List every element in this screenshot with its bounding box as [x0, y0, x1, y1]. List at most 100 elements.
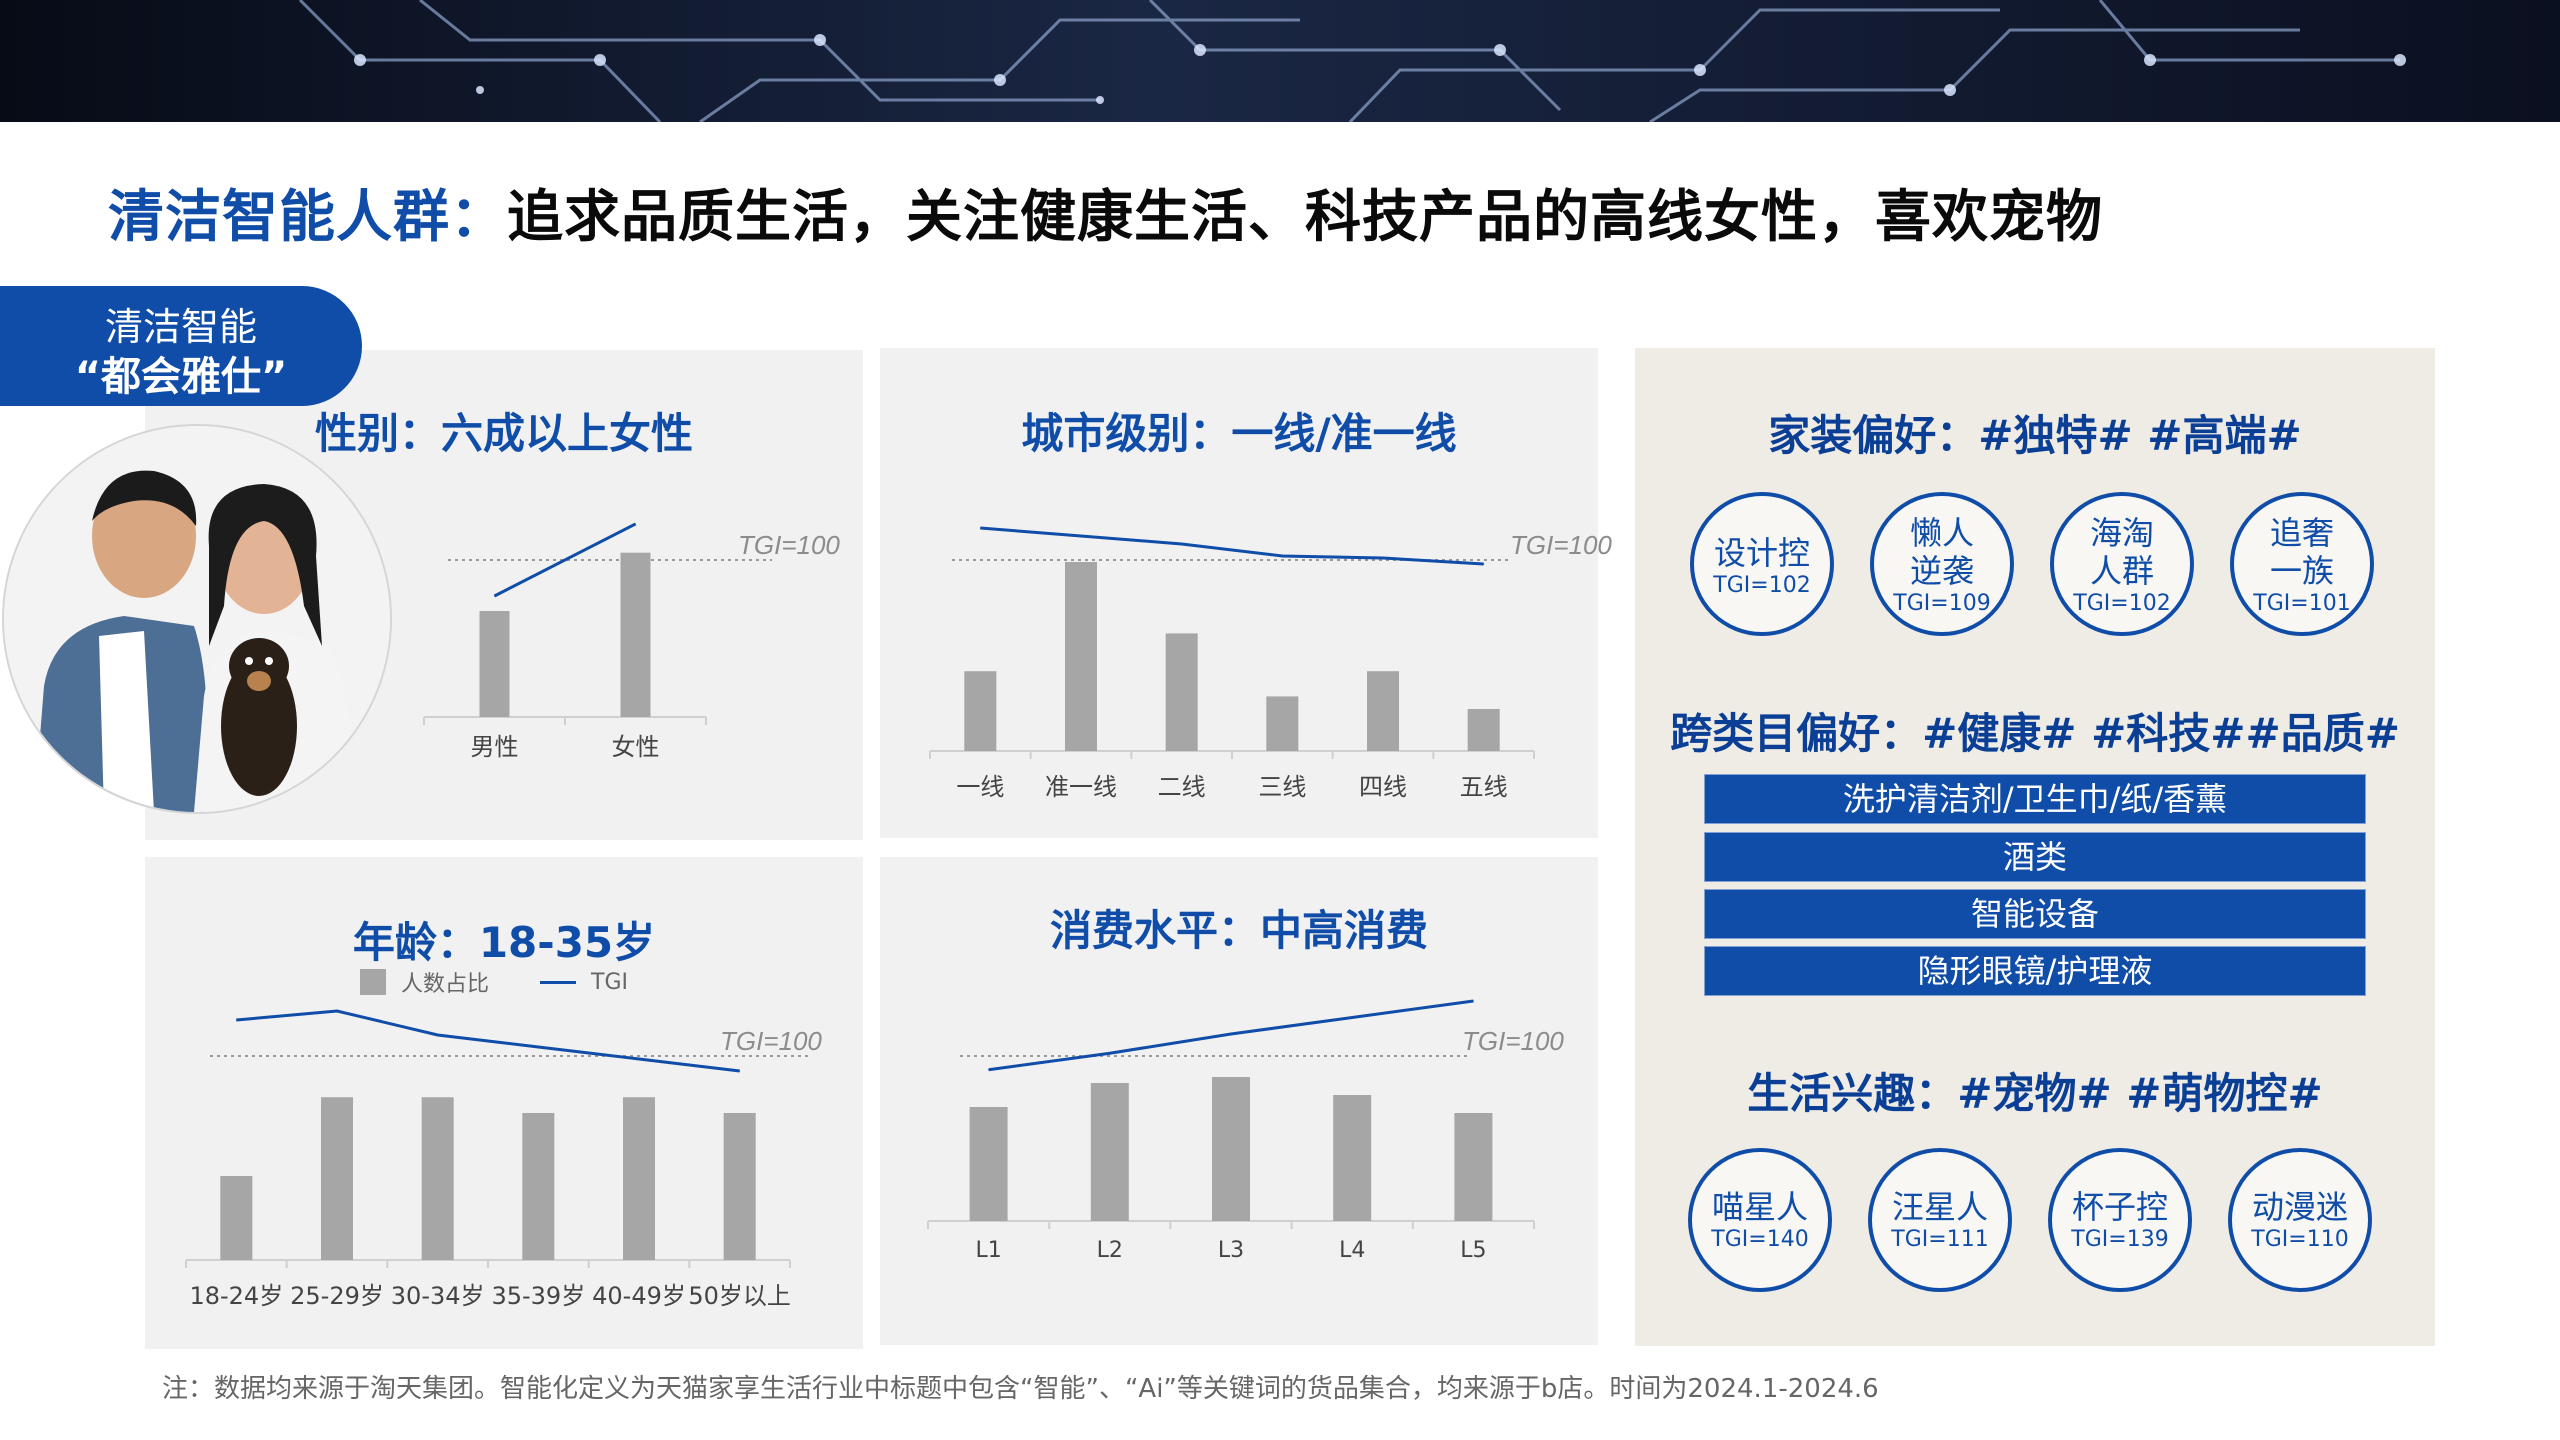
- decor-circle: 海淘 人群 TGI=102: [2050, 492, 2194, 636]
- life-circle-tgi: TGI=111: [1891, 1227, 1989, 1252]
- x-tick-label: L1: [975, 1238, 1001, 1263]
- x-tick-label: 40-49岁: [592, 1282, 686, 1310]
- cross-category-bar: 酒类: [1704, 832, 2366, 882]
- cross-title: 跨类目偏好：#健康# #科技##品质#: [1670, 709, 2400, 758]
- reference-line-label: TGI=100: [738, 530, 840, 560]
- tgi-point: [635, 523, 636, 525]
- decor-circle-tgi: TGI=102: [1713, 573, 1811, 598]
- life-circle-label: 喵星人: [1711, 1188, 1808, 1226]
- decor-circle: 追奢 一族 TGI=101: [2230, 492, 2374, 636]
- tgi-point: [1181, 543, 1183, 545]
- tgi-point: [1281, 555, 1283, 557]
- life-circle: 杯子控 TGI=139: [2048, 1148, 2192, 1292]
- x-tick-label: 30-34岁: [391, 1282, 485, 1310]
- footnote: 注：数据均来源于淘天集团。智能化定义为天猫家享生活行业中标题中包含“智能”、“A…: [162, 1374, 1879, 1404]
- tgi-point: [235, 1019, 237, 1021]
- life-circle-label: 动漫迷: [2251, 1188, 2348, 1226]
- x-tick-label: L4: [1339, 1238, 1365, 1263]
- decor-circle-label: 设计控: [1713, 534, 1810, 572]
- decor-circle-tgi: TGI=109: [1893, 591, 1991, 616]
- x-tick-label: 二线: [1158, 773, 1206, 801]
- persona-photo: [2, 424, 392, 814]
- age-title: 年龄：18-35岁: [352, 918, 656, 967]
- tgi-line: [980, 526, 1484, 566]
- bar: [1333, 1095, 1372, 1221]
- life-circle: 喵星人 TGI=140: [1688, 1148, 1832, 1292]
- bar: [620, 552, 651, 717]
- persona-tag: 清洁智能 “都会雅仕”: [0, 286, 362, 406]
- reference-line-label: TGI=100: [720, 1026, 822, 1056]
- city-chart: TGI=100 一线 准一线 二线 三线 四线 五线: [929, 526, 1612, 801]
- reference-line-label: TGI=100: [1462, 1026, 1564, 1056]
- age-panel: 年龄：18-35岁: [145, 857, 863, 1349]
- decor-circle-label: 海淘 人群: [2089, 514, 2154, 590]
- bar: [623, 1097, 655, 1260]
- life-circle-label: 汪星人: [1891, 1188, 1988, 1226]
- title-text: 追求品质生活，关注健康生活、科技产品的高线女性，喜欢宠物: [507, 185, 2103, 250]
- life-circle: 汪星人 TGI=111: [1868, 1148, 2012, 1292]
- decor-circle-label: 追奢 一族: [2269, 514, 2334, 590]
- tgi-point: [1080, 535, 1082, 537]
- x-tick-label: 18-24岁: [189, 1282, 283, 1310]
- tgi-point: [739, 1070, 741, 1072]
- tgi-point: [979, 527, 981, 529]
- city-title: 城市级别：一线/准一线: [1021, 409, 1457, 458]
- tgi-line: [988, 999, 1474, 1072]
- bar: [723, 1113, 756, 1260]
- tgi-point: [1109, 1052, 1111, 1054]
- bar: [479, 611, 510, 717]
- life-circle-tgi: TGI=110: [2251, 1227, 2349, 1252]
- bar: [220, 1176, 253, 1260]
- tgi-point: [537, 1046, 539, 1048]
- page-title: 清洁智能人群：追求品质生活，关注健康生活、科技产品的高线女性，喜欢宠物: [108, 172, 2103, 253]
- life-circle-tgi: TGI=139: [2071, 1227, 2169, 1252]
- life-circle-label: 杯子控: [2071, 1188, 2168, 1226]
- tgi-point: [1483, 563, 1485, 565]
- tgi-point: [494, 595, 495, 597]
- x-tick-label: 三线: [1258, 773, 1306, 801]
- couple-with-dog-image: [4, 426, 390, 812]
- tgi-point: [1230, 1033, 1232, 1035]
- tgi-point: [638, 1058, 640, 1060]
- cross-category-bar: 智能设备: [1704, 889, 2366, 939]
- decor-circle-label: 懒人 逆袭: [1909, 514, 1974, 590]
- legend-line-swatch: [540, 980, 577, 984]
- spending-chart: TGI=100 L1 L2 L3 L4 L5: [927, 999, 1564, 1263]
- bar: [969, 1107, 1008, 1221]
- x-tick-label: 男性: [471, 733, 519, 761]
- title-accent: 清洁智能人群：: [108, 185, 507, 250]
- x-tick-label: 四线: [1359, 773, 1407, 801]
- tgi-point: [1472, 1000, 1474, 1002]
- tgi-point: [988, 1069, 990, 1071]
- cross-category-bar: 洗护清洁剂/卫生巾/纸/香薰: [1704, 774, 2366, 824]
- x-tick-label: 准一线: [1045, 773, 1117, 801]
- x-tick-label: 50岁以上: [688, 1282, 791, 1310]
- age-chart: TGI=100 18-24岁 25-29岁 30-34岁 35-39岁 40-49岁 50岁…: [185, 1009, 822, 1310]
- legend-bar-label: 人数占比: [401, 972, 490, 997]
- bar: [1467, 709, 1500, 751]
- tgi-point: [1382, 557, 1384, 559]
- decor-circle-tgi: TGI=102: [2073, 591, 2171, 616]
- bar: [1367, 671, 1399, 751]
- life-circle-tgi: TGI=140: [1711, 1227, 1809, 1252]
- persona-tag-line2: “都会雅仕”: [74, 354, 288, 400]
- bar: [1454, 1113, 1493, 1221]
- spending-title: 消费水平：中高消费: [1049, 906, 1428, 955]
- life-circle: 动漫迷 TGI=110: [2228, 1148, 2372, 1292]
- x-tick-label: 五线: [1460, 773, 1508, 801]
- gender-chart: TGI=100 男性 女性: [423, 522, 840, 761]
- x-tick-label: L5: [1460, 1238, 1486, 1263]
- x-tick-label: L3: [1218, 1238, 1244, 1263]
- bar: [1212, 1077, 1250, 1221]
- decor-circle: 懒人 逆袭 TGI=109: [1870, 492, 2014, 636]
- tgi-line: [493, 522, 637, 598]
- life-title: 生活兴趣：#宠物# #萌物控#: [1747, 1069, 2323, 1118]
- tgi-point: [1351, 1017, 1353, 1018]
- bar: [1266, 696, 1299, 751]
- age-legend: 人数占比 TGI: [360, 966, 628, 998]
- legend-bar-swatch: [360, 969, 386, 995]
- x-tick-label: L2: [1097, 1238, 1123, 1263]
- reference-line-label: TGI=100: [1510, 530, 1612, 560]
- tgi-point: [336, 1010, 338, 1012]
